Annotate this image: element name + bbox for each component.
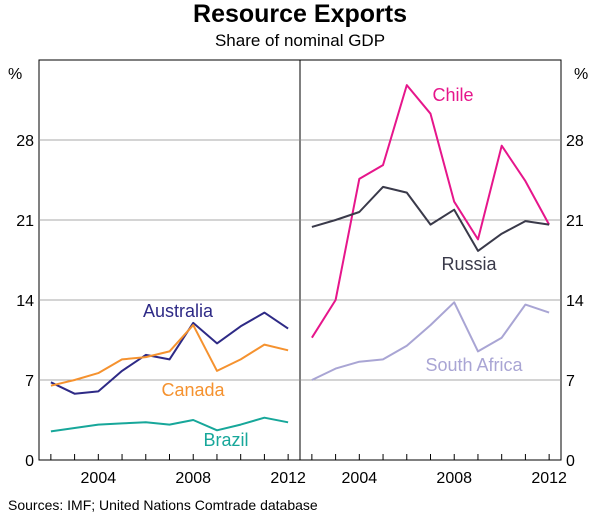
series-line-canada: [50, 324, 289, 387]
x-tick-label: 2008: [436, 470, 472, 487]
chart-title: Resource Exports: [193, 0, 407, 28]
y-tick-label-left: 21: [16, 213, 34, 230]
y-tick-label-left: 7: [25, 373, 34, 390]
y-tick-label-right: 21: [566, 213, 584, 230]
series-line-chile: [311, 84, 550, 339]
series-label-south-africa: South Africa: [425, 355, 523, 375]
grid-layer: [39, 139, 561, 381]
y-tick-label-left: 0: [25, 453, 34, 470]
chart-subtitle: Share of nominal GDP: [214, 31, 386, 50]
x-tick-label: 2004: [81, 470, 117, 487]
label-layer: Australia Canada Brazil Chile Russia South Af…: [143, 85, 524, 450]
x-tick-label: 2008: [175, 470, 211, 487]
y-tick-label-right: 14: [566, 293, 584, 310]
series-line-russia: [311, 185, 550, 252]
x-tick-label: 2004: [342, 470, 378, 487]
y-tick-label-left: 28: [16, 133, 34, 150]
y-tick-label-right: 0: [566, 453, 575, 470]
series-line-australia: [50, 311, 289, 395]
y-tick-label-right: 28: [566, 133, 584, 150]
series-line-south-africa: [311, 301, 550, 381]
x-tick-label: 2012: [270, 470, 306, 487]
x-tick-label: 2012: [531, 470, 567, 487]
series-layer: [50, 84, 550, 433]
source-note: Sources: IMF; United Nations Comtrade da…: [8, 497, 318, 513]
y-unit-label-right: %: [574, 66, 588, 83]
series-label-brazil: Brazil: [203, 430, 248, 450]
series-line-brazil: [50, 416, 289, 433]
y-tick-label-right: 7: [566, 373, 575, 390]
y-tick-label-left: 14: [16, 293, 34, 310]
y-unit-label-left: %: [8, 66, 22, 83]
series-label-russia: Russia: [441, 254, 497, 274]
series-label-canada: Canada: [161, 380, 225, 400]
series-label-chile: Chile: [432, 85, 473, 105]
series-label-australia: Australia: [143, 301, 214, 321]
